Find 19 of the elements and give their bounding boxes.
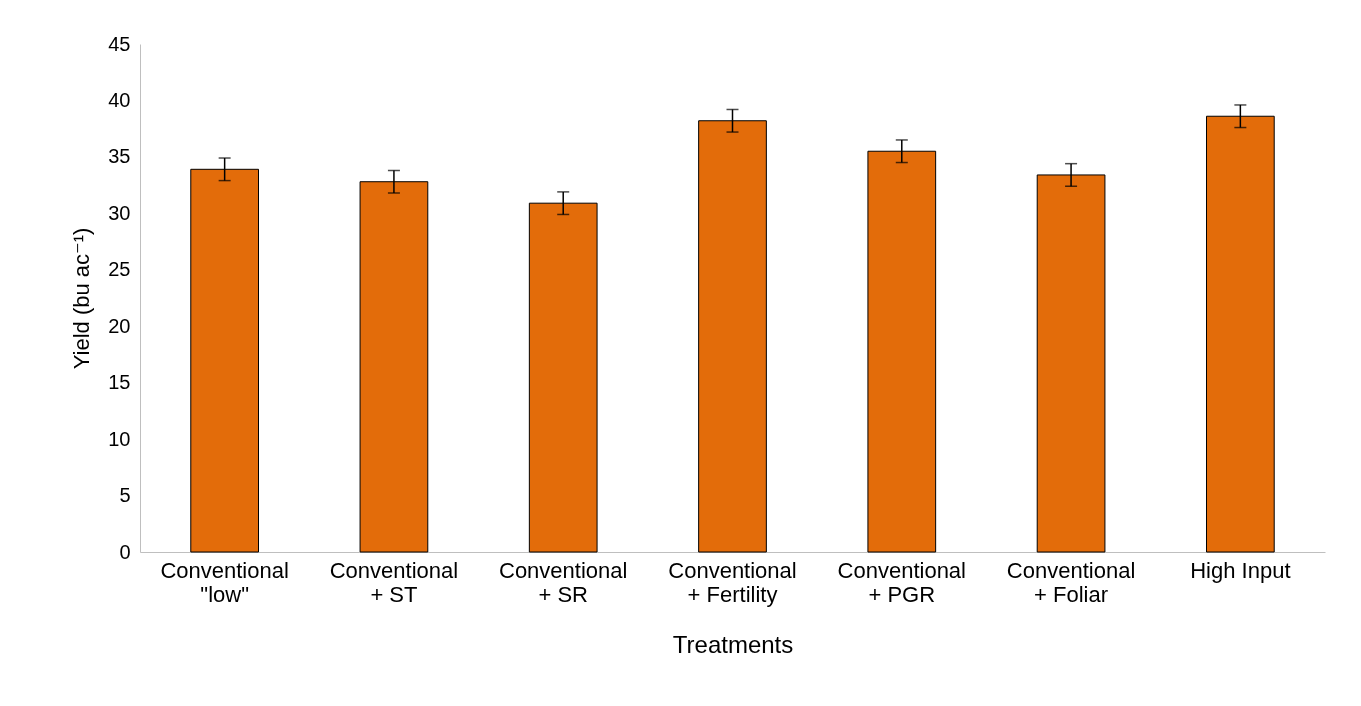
y-tick-label: 0 [119,540,131,563]
y-axis-title: Yield (bu ac⁻¹) [69,227,95,370]
x-tick-label: Conventional + Foliar [1006,557,1136,607]
x-tick-label: Conventional + PGR [837,557,966,607]
x-tick-label: Conventional + SR [499,557,628,607]
x-axis-title: Treatments [672,630,794,658]
y-tick-label: 35 [108,145,131,168]
x-tick-label: Conventional + Fertility [668,557,797,607]
y-tick-label: 10 [108,427,131,450]
y-tick-label: 15 [108,371,131,394]
x-tick-label: High Input [1190,557,1291,583]
y-tick-label: 40 [108,88,131,111]
y-tick-label: 25 [108,258,131,281]
x-tick-label: Conventional "low" [160,557,289,607]
x-tick-label: Conventional + ST [329,557,459,607]
y-tick-label: 20 [108,314,131,337]
y-tick-label: 45 [108,32,131,55]
y-tick-label: 30 [108,201,131,224]
y-tick-label: 5 [119,484,131,507]
